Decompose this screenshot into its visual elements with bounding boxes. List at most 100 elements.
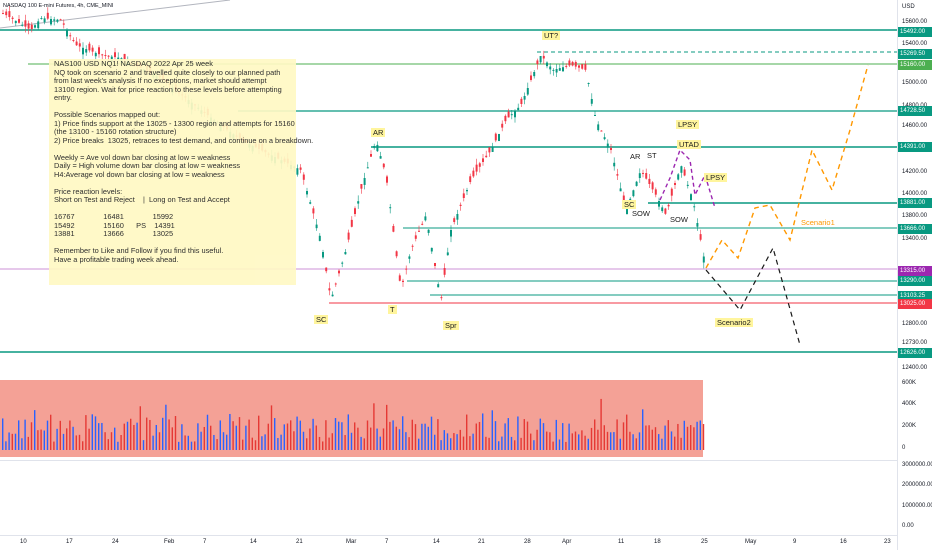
candle-body (661, 207, 664, 212)
volume-bar (491, 410, 493, 450)
volume-bar (565, 441, 567, 450)
candle-body (72, 39, 75, 41)
volume-bar (350, 432, 353, 450)
volume-bar (123, 423, 125, 450)
candle-body (69, 35, 72, 37)
candle-body (104, 55, 107, 57)
volume-bar (174, 416, 177, 450)
volume-bar (664, 425, 666, 450)
volume-bar (296, 416, 298, 450)
label-spr: Spr (443, 321, 459, 330)
volume-bar (555, 419, 557, 450)
candle-body (117, 57, 120, 60)
candle-body (123, 53, 126, 60)
candle-body (651, 182, 654, 190)
volume-bar (683, 420, 685, 450)
scenario2-path (705, 246, 801, 346)
candle-body (366, 167, 369, 169)
price-tick: 15000.00 (902, 80, 928, 86)
candle-body (386, 176, 388, 183)
volume-bar (581, 430, 583, 450)
candle-body (21, 24, 24, 26)
volume-bar (280, 434, 282, 450)
candle-body (434, 262, 436, 266)
volume-bar (610, 432, 612, 450)
candle-body (690, 194, 692, 201)
volume-bar (24, 419, 26, 450)
volume-bar (338, 421, 340, 450)
indicator-pane[interactable] (0, 460, 897, 536)
volume-bar (133, 424, 135, 450)
volume-bar (690, 425, 692, 450)
volume-bar (523, 419, 525, 450)
candle-body (539, 56, 542, 63)
analysis-note[interactable]: NAS100 USD NQ1! NASDAQ 2022 Apr 25 week … (49, 59, 313, 285)
candle-body (670, 188, 673, 196)
volume-bar (197, 423, 199, 450)
candle-body (322, 252, 324, 258)
volume-bar (168, 419, 170, 450)
volume-bar (584, 435, 586, 450)
volume-bar (302, 431, 305, 450)
volume-bar (315, 425, 317, 450)
volume-bar (190, 441, 193, 450)
label-t: T (388, 305, 397, 314)
volume-bar (210, 425, 212, 450)
volume-tick: 200K (902, 423, 917, 429)
time-axis[interactable]: 10 17 24 Feb 7 14 21 Mar 7 14 21 28 Apr 11 18 25 May 9 16 2… (0, 535, 897, 551)
volume-bar (242, 439, 244, 450)
candle-body (654, 189, 657, 195)
volume-bar (203, 426, 205, 450)
candle-body (613, 162, 616, 167)
candle-body (389, 207, 392, 209)
volume-pane[interactable] (0, 380, 897, 460)
candle-body (347, 232, 350, 240)
candle-body (325, 267, 328, 272)
volume-bar (450, 438, 452, 450)
volume-bar (322, 441, 324, 450)
volume-bar (107, 439, 109, 450)
volume-bar (699, 420, 701, 450)
volume-bar (325, 420, 327, 450)
volume-bar (446, 433, 449, 450)
volume-bar (386, 404, 388, 450)
main-chart[interactable]: NAS100 USD NQ1! NASDAQ 2022 Apr 25 week … (0, 0, 897, 376)
candle-body (510, 114, 513, 116)
volume-bar (91, 414, 93, 450)
candle-body (475, 164, 478, 172)
candle-body (50, 19, 52, 25)
time-tick: 18 (654, 539, 661, 545)
volume-bar (187, 435, 189, 450)
time-tick: 21 (296, 539, 303, 545)
candle-body (318, 235, 321, 241)
price-axis[interactable]: USD 15600.0015400.0015000.0014800.001460… (897, 0, 932, 550)
candle-body (34, 25, 36, 28)
price-tag: 12626.00 (898, 348, 932, 358)
volume-bar (440, 440, 442, 450)
candle-body (40, 18, 43, 20)
candle-body (370, 154, 372, 157)
volume-bar (414, 424, 417, 450)
volume-bar (72, 426, 74, 450)
candle-body (594, 115, 596, 116)
volume-bar (139, 406, 141, 450)
scenario1-path (705, 64, 869, 269)
volume-bar (178, 441, 180, 450)
candle-body (350, 219, 353, 227)
price-tag: 15492.00 (898, 27, 932, 37)
label-sc-2: SC (314, 315, 329, 324)
volume-bar (344, 435, 346, 450)
candle-body (446, 252, 449, 256)
candle-body (626, 207, 628, 215)
volume-bar (619, 438, 621, 450)
volume-bar (274, 418, 276, 450)
candle-body (466, 190, 468, 192)
volume-bar (517, 416, 519, 450)
volume-bar (328, 437, 330, 450)
price-tag: 13881.00 (898, 198, 932, 208)
candle-body (574, 61, 577, 67)
volume-bar (21, 438, 23, 450)
volume-tick: 600K (902, 380, 917, 386)
volume-bar (642, 409, 644, 450)
volume-bar (693, 427, 695, 450)
